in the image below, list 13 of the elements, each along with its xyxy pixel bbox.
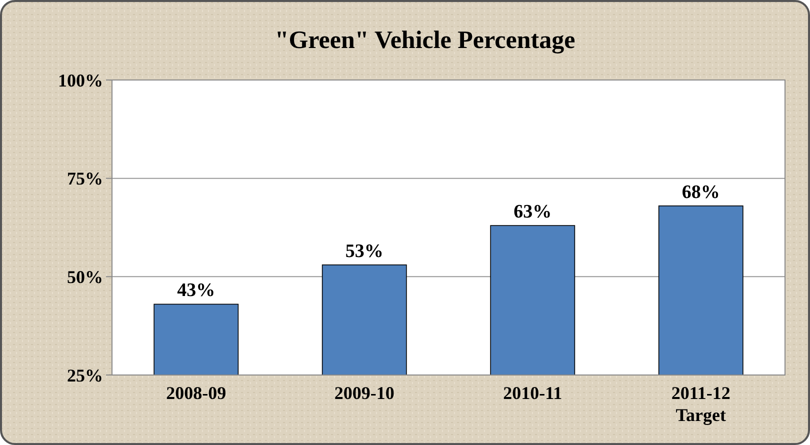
y-tick-label: 25%: [67, 365, 103, 386]
y-tick-label: 75%: [67, 168, 103, 189]
data-label: 63%: [514, 202, 552, 223]
x-tick-label: 2010-11: [503, 383, 562, 403]
data-label: 68%: [682, 182, 720, 203]
data-label: 53%: [345, 240, 384, 262]
y-tick-label: 100%: [58, 70, 103, 90]
x-tick-label: 2008-09: [166, 383, 226, 403]
data-label: 43%: [177, 280, 216, 302]
x-tick-label: 2011-12 Target: [671, 383, 730, 425]
chart-title: "Green" Vehicle Percentage: [274, 27, 576, 54]
y-tick-label: 50%: [67, 266, 103, 287]
x-tick-label: 2009-10: [334, 383, 394, 403]
